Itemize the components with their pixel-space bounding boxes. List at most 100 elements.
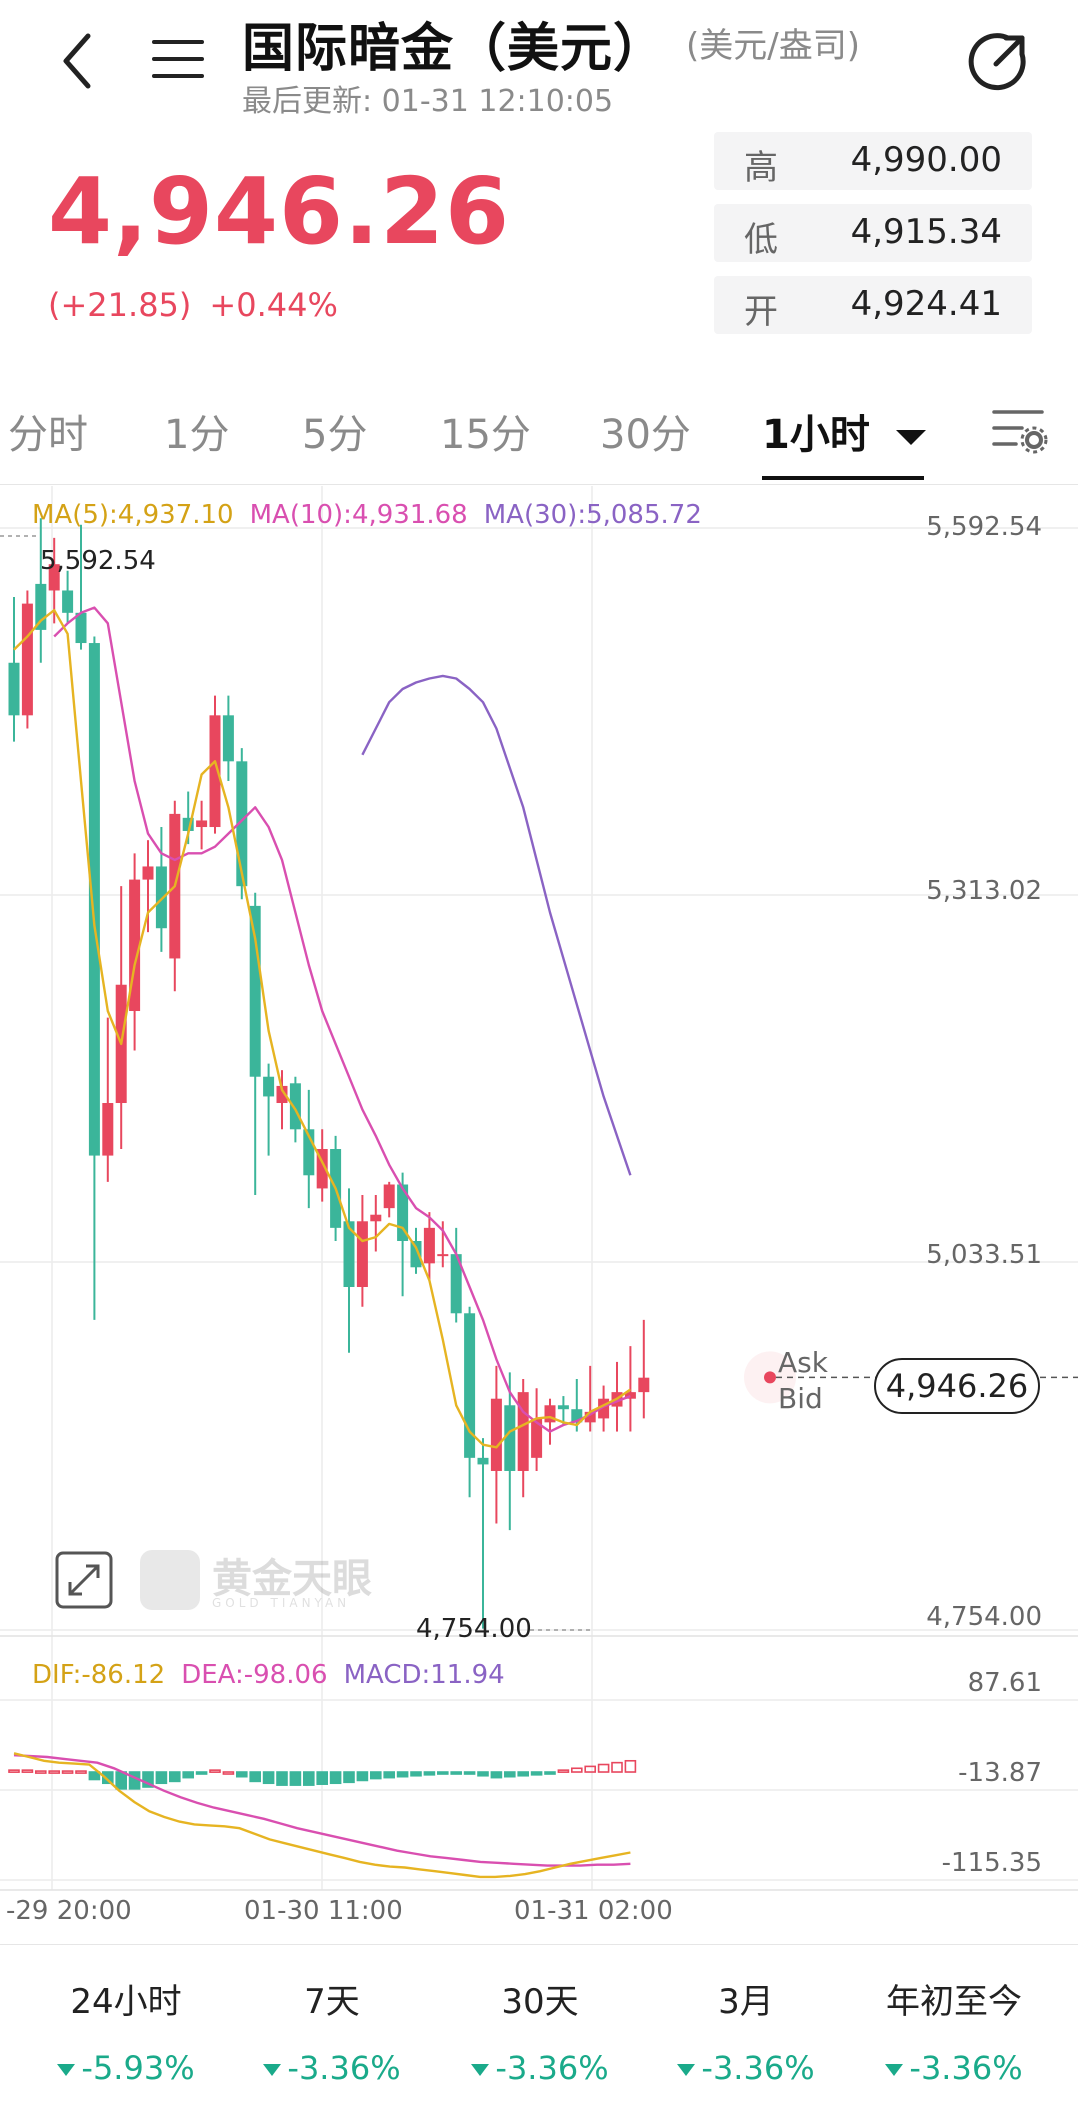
macd-histogram-bar bbox=[369, 1771, 382, 1780]
candle-body bbox=[196, 820, 208, 828]
macd-histogram-bar bbox=[383, 1771, 396, 1779]
watermark-subtext: GOLD TIANYAN bbox=[212, 1596, 351, 1610]
macd-histogram-bar bbox=[530, 1771, 543, 1776]
page-title: 国际暗金（美元） bbox=[242, 19, 667, 79]
candle-body bbox=[8, 662, 20, 716]
watermark-logo-icon bbox=[140, 1550, 200, 1610]
active-tab-indicator bbox=[762, 476, 924, 480]
macd-histogram-bar bbox=[503, 1771, 516, 1778]
tab-timeshare[interactable]: 分时 bbox=[8, 412, 88, 458]
perf-7d[interactable]: 7天 -3.36% bbox=[232, 1974, 432, 2087]
fullscreen-expand-icon[interactable] bbox=[54, 1550, 114, 1610]
change-amount: (+21.85) bbox=[48, 286, 192, 324]
candle-body bbox=[88, 643, 100, 1156]
high-row: 高 4,990.00 bbox=[714, 132, 1032, 190]
candle-body bbox=[397, 1184, 409, 1242]
candle-body bbox=[638, 1377, 650, 1393]
y-tick-label: 5,313.02 bbox=[926, 876, 1042, 906]
tab-5min[interactable]: 5分 bbox=[302, 412, 368, 458]
macd-histogram-bar bbox=[329, 1771, 342, 1785]
perf-30d[interactable]: 30天 -3.36% bbox=[440, 1974, 640, 2087]
perf-24h[interactable]: 24小时 -5.93% bbox=[26, 1974, 226, 2087]
macd-y-tick-label: -115.35 bbox=[941, 1848, 1042, 1878]
candle-body bbox=[222, 715, 234, 762]
y-tick-label: 5,592.54 bbox=[926, 512, 1042, 542]
price-change: (+21.85) +0.44% bbox=[48, 286, 338, 324]
tab-15min[interactable]: 15分 bbox=[440, 412, 531, 458]
perf-ytd[interactable]: 年初至今 -3.36% bbox=[854, 1974, 1054, 2087]
ma10-line bbox=[53, 606, 631, 1433]
low-row: 低 4,915.34 bbox=[714, 204, 1032, 262]
candle-body bbox=[356, 1221, 368, 1287]
macd-histogram-bar bbox=[249, 1771, 261, 1783]
macd-histogram-bar bbox=[450, 1771, 463, 1775]
macd-histogram-bar bbox=[262, 1771, 275, 1785]
candle-body bbox=[490, 1398, 502, 1471]
tab-30min[interactable]: 30分 bbox=[600, 412, 691, 458]
macd-histogram-bar bbox=[88, 1771, 101, 1781]
tab-1hour[interactable]: 1小时 bbox=[762, 402, 928, 460]
macd-histogram-bar bbox=[61, 1770, 74, 1774]
ma10-legend: MA(10):4,931.68 bbox=[249, 500, 468, 530]
perf-value-text: -3.36% bbox=[287, 2049, 401, 2087]
perf-value: -3.36% bbox=[232, 2049, 432, 2087]
macd-histogram-bar bbox=[423, 1771, 436, 1776]
x-tick-label: 01-31 02:00 bbox=[514, 1896, 673, 1926]
perf-value: -3.36% bbox=[646, 2049, 846, 2087]
candle-body bbox=[464, 1313, 476, 1458]
candle-body bbox=[236, 761, 248, 887]
candle-body bbox=[410, 1241, 422, 1268]
macd-histogram-bar bbox=[155, 1771, 168, 1785]
open-value: 4,924.41 bbox=[850, 284, 1002, 324]
perf-value: -3.36% bbox=[440, 2049, 640, 2087]
macd-histogram-bar bbox=[209, 1769, 221, 1773]
chart-settings-icon[interactable] bbox=[992, 404, 1048, 456]
perf-value-text: -3.36% bbox=[495, 2049, 609, 2087]
macd-histogram-bar bbox=[182, 1771, 194, 1779]
performance-strip: 24小时 -5.93% 7天 -3.36% 30天 -3.36% 3月 -3.3… bbox=[0, 1946, 1078, 2112]
dea-legend: DEA:-98.06 bbox=[181, 1660, 328, 1690]
candle-body bbox=[450, 1254, 462, 1314]
down-triangle-icon bbox=[471, 2064, 490, 2076]
down-triangle-icon bbox=[57, 2064, 76, 2076]
macd-histogram-bar bbox=[21, 1769, 34, 1773]
macd-histogram-bar bbox=[410, 1771, 422, 1777]
candle-body bbox=[544, 1405, 556, 1423]
macd-y-tick-label: -13.87 bbox=[958, 1758, 1042, 1788]
menu-icon[interactable] bbox=[150, 34, 206, 84]
macd-histogram-bar bbox=[222, 1771, 235, 1775]
perf-3m[interactable]: 3月 -3.36% bbox=[646, 1974, 846, 2087]
candle-body bbox=[423, 1227, 435, 1264]
perf-label: 年初至今 bbox=[886, 1982, 1022, 2022]
tab-1min[interactable]: 1分 bbox=[164, 412, 230, 458]
candle-body bbox=[517, 1392, 529, 1471]
macd-histogram-bar bbox=[34, 1770, 47, 1774]
down-triangle-icon bbox=[885, 2064, 904, 2076]
bid-label: Bid bbox=[778, 1382, 823, 1415]
macd-histogram-bar bbox=[115, 1771, 127, 1790]
perf-value-text: -5.93% bbox=[81, 2049, 195, 2087]
y-tick-label: 5,033.51 bbox=[926, 1240, 1042, 1270]
candle-body bbox=[343, 1221, 355, 1287]
macd-histogram-bar bbox=[597, 1763, 610, 1773]
down-triangle-icon bbox=[677, 2064, 696, 2076]
macd-histogram-bar bbox=[477, 1771, 489, 1777]
ma30-line bbox=[361, 674, 632, 1176]
macd-histogram-bar bbox=[611, 1761, 623, 1773]
macd-histogram-bar bbox=[8, 1769, 20, 1773]
macd-histogram-bar bbox=[557, 1769, 570, 1773]
candle-body bbox=[370, 1214, 382, 1222]
share-icon[interactable] bbox=[968, 30, 1030, 92]
max-price-label: 5,592.54 bbox=[40, 546, 156, 576]
current-price: 4,946.26 bbox=[48, 158, 510, 265]
ma5-legend: MA(5):4,937.10 bbox=[32, 500, 234, 530]
candlestick-chart[interactable] bbox=[0, 486, 1078, 1946]
back-arrow-icon[interactable] bbox=[54, 26, 104, 96]
macd-histogram-bar bbox=[128, 1771, 141, 1790]
x-tick-label: -29 20:00 bbox=[6, 1896, 132, 1926]
macd-histogram-bar bbox=[436, 1771, 449, 1775]
candle-body bbox=[504, 1405, 516, 1471]
macd-histogram-bar bbox=[169, 1771, 181, 1783]
candle-body bbox=[129, 879, 141, 1012]
macd-y-tick-label: 87.61 bbox=[967, 1668, 1042, 1698]
